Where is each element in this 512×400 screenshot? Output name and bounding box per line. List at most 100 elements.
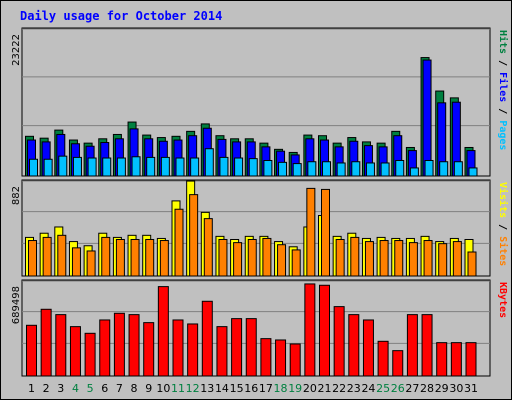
pages-bar [380,162,390,177]
sites-bar [247,238,257,277]
sites-bar [86,250,96,277]
x-tick-label: 26 [391,382,405,395]
pages-bar [131,156,141,177]
kbytes-bar [55,314,67,377]
x-tick-label: 14 [215,382,229,395]
sites-bar [452,241,462,277]
x-tick-label: 16 [244,382,258,395]
legend: KBytes [497,282,508,318]
kbytes-bar [406,314,418,377]
x-tick-label: 28 [420,382,434,395]
kbytes-bar [40,308,52,377]
kbytes-bar [69,326,81,377]
kbytes-bar [201,300,213,377]
sites-bar [423,240,433,277]
sites-bar [233,242,243,277]
legend-entry: Sites [497,236,509,266]
kbytes-bar [99,319,111,377]
legend-entry: KBytes [497,282,508,318]
legend-entry: / [497,218,508,236]
y-max-label: 23222 [11,34,22,66]
pages-bar [365,162,375,177]
sites-bar [277,244,287,277]
x-tick-label: 4 [72,382,79,395]
pages-bar [87,157,97,177]
y-max-label: 882 [11,186,22,205]
pages-bar [336,162,346,177]
kbytes-bar [421,314,433,377]
kbytes-bar [304,283,316,377]
kbytes-bar [377,340,389,377]
pages-bar [219,156,229,177]
x-tick-label: 11 [171,382,185,395]
pages-bar [292,163,302,177]
sites-bar [306,187,316,277]
sites-bar [218,238,228,277]
pages-bar [307,161,317,177]
pages-bar [234,157,244,177]
legend: Hits / Files / Pages [497,30,509,150]
x-tick-label: 7 [116,382,123,395]
x-tick-label: 15 [230,382,244,395]
pages-bar [453,161,463,177]
pages-bar [146,156,156,177]
x-tick-label: 25 [376,382,390,395]
sites-bar [394,240,404,277]
x-tick-label: 5 [87,382,94,395]
kbytes-bar [289,343,301,377]
kbytes-bar [465,342,477,377]
sites-bar [364,241,374,277]
kbytes-bar [275,339,287,377]
pages-bar [43,158,53,177]
x-tick-label: 31 [464,382,478,395]
pages-bar [58,155,68,177]
pages-bar [322,161,331,177]
kbytes-bar [172,319,184,377]
sites-bar [28,240,37,277]
x-tick-label: 8 [131,382,138,395]
pages-bar [351,161,361,177]
x-tick-label: 10 [156,382,170,395]
kbytes-bar [436,342,448,377]
sites-bar [189,194,199,277]
x-tick-label: 2 [43,382,50,395]
pages-bar [278,161,288,177]
x-tick-label: 27 [405,382,419,395]
sites-bar [130,238,140,277]
pages-bar [468,167,478,177]
kbytes-bar [143,322,155,377]
sites-bar [379,240,389,277]
pages-bar [424,159,434,177]
kbytes-bar [245,318,257,377]
sites-bar [408,242,418,277]
sites-bar [174,208,184,277]
sites-bar [262,237,272,277]
x-tick-label: 13 [200,382,214,395]
kbytes-bar [128,314,140,377]
kbytes-bar [392,350,404,377]
files-bar [422,59,432,177]
kbytes-bar [450,342,462,377]
sites-bar [145,238,155,277]
x-tick-label: 6 [101,382,108,395]
pages-bar [116,157,126,177]
sites-bar [321,188,330,277]
legend-entry: Pages [497,120,508,150]
legend-entry: Files [497,72,509,102]
pages-bar [175,157,185,177]
x-tick-label: 23 [347,382,361,395]
legend: Visits / Sites [497,182,509,266]
sites-bar [467,251,477,277]
x-tick-label: 24 [361,382,375,395]
pages-bar [160,156,170,177]
y-max-label: 689498 [11,286,22,324]
x-tick-label: 22 [332,382,346,395]
kbytes-bar [113,312,125,377]
kbytes-bar [319,284,330,377]
x-tick-label: 12 [186,382,200,395]
sites-bar [115,238,125,277]
sites-bar [101,236,111,277]
pages-bar [263,159,273,177]
